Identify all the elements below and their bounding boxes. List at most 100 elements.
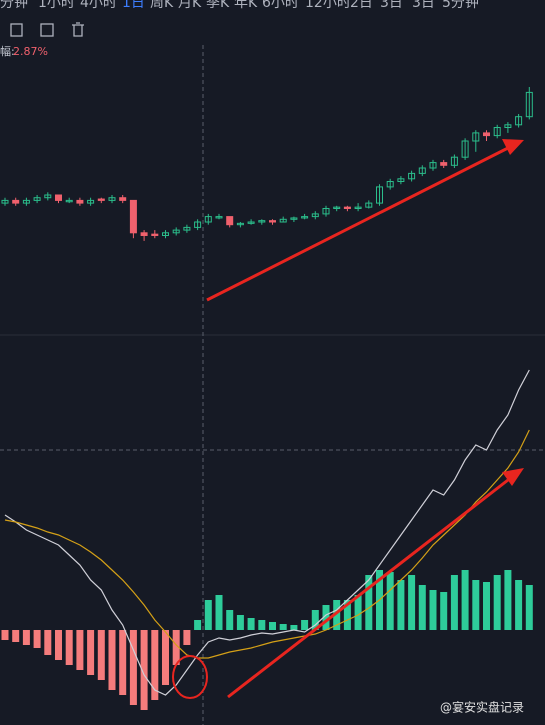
- candle-body: [333, 206, 341, 209]
- candle-body: [108, 197, 116, 201]
- circle-highlight: [172, 655, 208, 699]
- candle-body: [515, 116, 523, 126]
- candle-body: [236, 222, 244, 226]
- candle-body: [301, 216, 309, 219]
- tab[interactable]: 年K: [234, 0, 258, 11]
- change-label: 幅:: [0, 45, 15, 58]
- histogram-bar: [322, 605, 330, 630]
- candle-body: [258, 220, 266, 223]
- histogram-bar: [183, 630, 191, 645]
- tab[interactable]: 1日: [122, 0, 145, 11]
- histogram-bar: [151, 630, 159, 700]
- histogram-bar: [440, 592, 448, 630]
- candle-body: [12, 199, 20, 204]
- candle-body: [408, 172, 416, 180]
- histogram-bar: [269, 622, 276, 630]
- tab[interactable]: 5分钟: [442, 0, 479, 11]
- indicator-line: [4, 429, 530, 659]
- candle-body: [55, 194, 62, 201]
- candle-body: [525, 91, 533, 118]
- histogram-bar: [1, 630, 9, 640]
- arrow-head: [502, 468, 524, 486]
- histogram-bar: [354, 595, 362, 630]
- candle-body: [450, 156, 458, 166]
- histogram-bar: [525, 585, 533, 630]
- candle-body: [65, 199, 73, 203]
- candle-body: [87, 199, 95, 204]
- candle-body: [279, 218, 287, 223]
- histogram-bar: [87, 630, 95, 675]
- candle-body: [376, 186, 383, 204]
- histogram-bar: [429, 590, 437, 630]
- histogram-bar: [204, 600, 212, 630]
- histogram-bar: [119, 630, 127, 695]
- tab[interactable]: 4小时: [80, 0, 117, 11]
- histogram-bar: [194, 620, 202, 630]
- candle-body: [194, 221, 202, 228]
- change-value: 2.87%: [13, 45, 48, 58]
- candle-body: [22, 199, 30, 204]
- histogram-bar: [333, 600, 341, 630]
- candle-body: [129, 199, 137, 234]
- candle-body: [483, 132, 490, 137]
- candle-body: [215, 216, 223, 219]
- arrow: [206, 146, 509, 302]
- histogram-bar: [461, 570, 469, 630]
- candle-body: [247, 221, 255, 224]
- candle-body: [269, 220, 276, 223]
- icon-button[interactable]: [72, 22, 84, 37]
- tab[interactable]: 季K: [206, 0, 230, 11]
- histogram-bar: [172, 630, 180, 665]
- histogram-bar: [129, 630, 137, 705]
- tab[interactable]: 周K: [150, 0, 174, 11]
- tab[interactable]: 1小时: [38, 0, 75, 11]
- tab[interactable]: 月K: [178, 0, 202, 11]
- histogram-bar: [450, 575, 458, 630]
- arrow: [227, 478, 509, 699]
- candle-body: [461, 140, 469, 158]
- candle-body: [1, 199, 9, 204]
- histogram-bar: [397, 580, 405, 630]
- candle-body: [33, 197, 41, 201]
- histogram-bar: [22, 630, 30, 645]
- candle-body: [429, 162, 437, 169]
- histogram-bar: [12, 630, 20, 642]
- histogram-bar: [76, 630, 84, 670]
- icon-button[interactable]: [40, 23, 54, 37]
- histogram-bar: [258, 620, 266, 630]
- histogram-bar: [247, 618, 255, 630]
- candle-body: [183, 226, 191, 231]
- histogram-bar: [33, 630, 41, 648]
- tab[interactable]: 分钟: [0, 0, 28, 11]
- candle-body: [343, 206, 351, 209]
- tab[interactable]: 2日: [350, 0, 373, 11]
- candle-body: [151, 233, 159, 236]
- histogram-bar: [97, 630, 105, 680]
- tab-bar: 分钟 1小时 4小时 1日 周K 月K 季K 年K 6小时 12小时 2日 3日…: [0, 0, 479, 11]
- candle-body: [204, 216, 212, 223]
- histogram-bar: [140, 630, 148, 710]
- histogram-bar: [44, 630, 52, 655]
- tab[interactable]: 12小时: [305, 0, 351, 11]
- plot: [1, 87, 533, 710]
- candle-body: [290, 217, 298, 220]
- histogram-bar: [311, 610, 319, 630]
- histogram-bar: [162, 630, 169, 685]
- tab[interactable]: 3日: [412, 0, 435, 11]
- candle-body: [386, 181, 394, 188]
- tab[interactable]: 3日: [380, 0, 403, 11]
- tab[interactable]: 6小时: [262, 0, 299, 11]
- candle-body: [162, 232, 169, 237]
- histogram-bar: [504, 570, 512, 630]
- icon-button[interactable]: [10, 23, 23, 37]
- candle-body: [119, 197, 127, 201]
- candle-body: [493, 127, 501, 137]
- candle-body: [418, 167, 426, 174]
- toolbar: [10, 22, 84, 37]
- annotations: [172, 139, 524, 699]
- histogram-bar: [108, 630, 116, 690]
- histogram-bar: [65, 630, 73, 665]
- arrow-head: [502, 139, 524, 155]
